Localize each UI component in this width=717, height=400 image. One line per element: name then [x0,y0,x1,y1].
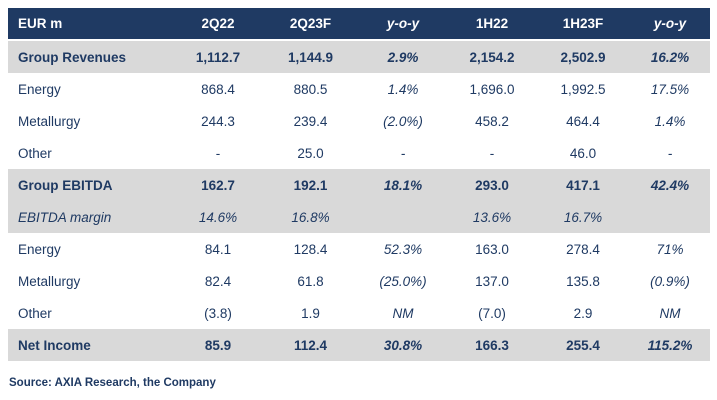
row-ebitda-margin: EBITDA margin 14.6% 16.8% 13.6% 16.7% [8,201,710,233]
col-header-2q22: 2Q22 [173,8,263,41]
row-label: Group EBITDA [8,169,173,201]
row-other-revenues: Other - 25.0 - - 46.0 - [8,137,710,169]
value-cell: 1,144.9 [263,40,358,73]
value-cell: 458.2 [448,105,536,137]
value-cell: 135.8 [536,265,630,297]
col-header-1h22: 1H22 [448,8,536,41]
value-cell: (2.0%) [358,105,448,137]
row-label: Energy [8,233,173,265]
row-energy-ebitda: Energy 84.1 128.4 52.3% 163.0 278.4 71% [8,233,710,265]
row-label: EBITDA margin [8,201,173,233]
value-cell: 42.4% [630,169,710,201]
value-cell: 1.4% [358,73,448,105]
value-cell: 137.0 [448,265,536,297]
value-cell: 16.7% [536,201,630,233]
value-cell: 417.1 [536,169,630,201]
row-label: Net Income [8,329,173,361]
row-group-revenues: Group Revenues 1,112.7 1,144.9 2.9% 2,15… [8,40,710,73]
value-cell: - [630,137,710,169]
value-cell [358,201,448,233]
value-cell: 71% [630,233,710,265]
value-cell: 2.9 [536,297,630,329]
value-cell: 244.3 [173,105,263,137]
col-header-eur-m: EUR m [8,8,173,41]
value-cell: 128.4 [263,233,358,265]
value-cell: 115.2% [630,329,710,361]
row-group-ebitda: Group EBITDA 162.7 192.1 18.1% 293.0 417… [8,169,710,201]
value-cell: 1,696.0 [448,73,536,105]
row-label: Energy [8,73,173,105]
row-metallurgy-ebitda: Metallurgy 82.4 61.8 (25.0%) 137.0 135.8… [8,265,710,297]
value-cell: 2,154.2 [448,40,536,73]
value-cell: 16.2% [630,40,710,73]
value-cell: (7.0) [448,297,536,329]
value-cell: 52.3% [358,233,448,265]
value-cell: - [173,137,263,169]
value-cell: - [358,137,448,169]
value-cell: NM [630,297,710,329]
value-cell: 278.4 [536,233,630,265]
financial-table-panel: EUR m 2Q22 2Q23F y-o-y 1H22 1H23F y-o-y … [8,8,710,389]
value-cell: 192.1 [263,169,358,201]
row-energy-revenues: Energy 868.4 880.5 1.4% 1,696.0 1,992.5 … [8,73,710,105]
value-cell: 1,992.5 [536,73,630,105]
value-cell: 868.4 [173,73,263,105]
value-cell: 85.9 [173,329,263,361]
row-label: Metallurgy [8,105,173,137]
value-cell: (3.8) [173,297,263,329]
value-cell: 14.6% [173,201,263,233]
value-cell: 2.9% [358,40,448,73]
value-cell: 16.8% [263,201,358,233]
table-header-row: EUR m 2Q22 2Q23F y-o-y 1H22 1H23F y-o-y [8,8,710,41]
value-cell: 18.1% [358,169,448,201]
value-cell: 112.4 [263,329,358,361]
row-other-ebitda: Other (3.8) 1.9 NM (7.0) 2.9 NM [8,297,710,329]
value-cell: 61.8 [263,265,358,297]
value-cell: 25.0 [263,137,358,169]
value-cell: 239.4 [263,105,358,137]
value-cell: (0.9%) [630,265,710,297]
col-header-yoy-half: y-o-y [630,8,710,41]
value-cell: 880.5 [263,73,358,105]
value-cell: 293.0 [448,169,536,201]
value-cell: 82.4 [173,265,263,297]
value-cell: 166.3 [448,329,536,361]
source-note: Source: AXIA Research, the Company [9,377,216,389]
row-label: Other [8,137,173,169]
value-cell: 2,502.9 [536,40,630,73]
value-cell: NM [358,297,448,329]
value-cell: 30.8% [358,329,448,361]
col-header-2q23f: 2Q23F [263,8,358,41]
value-cell: 84.1 [173,233,263,265]
row-label: Metallurgy [8,265,173,297]
value-cell: 46.0 [536,137,630,169]
financials-table: EUR m 2Q22 2Q23F y-o-y 1H22 1H23F y-o-y … [8,8,710,361]
value-cell: 13.6% [448,201,536,233]
row-net-income: Net Income 85.9 112.4 30.8% 166.3 255.4 … [8,329,710,361]
value-cell: (25.0%) [358,265,448,297]
col-header-1h23f: 1H23F [536,8,630,41]
value-cell [630,201,710,233]
value-cell: 17.5% [630,73,710,105]
value-cell: 162.7 [173,169,263,201]
row-label: Other [8,297,173,329]
value-cell: - [448,137,536,169]
row-metallurgy-revenues: Metallurgy 244.3 239.4 (2.0%) 458.2 464.… [8,105,710,137]
value-cell: 1.4% [630,105,710,137]
value-cell: 1,112.7 [173,40,263,73]
value-cell: 464.4 [536,105,630,137]
row-label: Group Revenues [8,40,173,73]
col-header-yoy-quarter: y-o-y [358,8,448,41]
value-cell: 163.0 [448,233,536,265]
value-cell: 255.4 [536,329,630,361]
value-cell: 1.9 [263,297,358,329]
